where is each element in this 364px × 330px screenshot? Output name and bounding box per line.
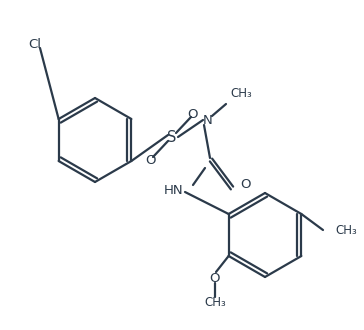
Text: HN: HN (163, 183, 183, 196)
Text: O: O (210, 272, 220, 284)
Text: O: O (240, 179, 250, 191)
Text: O: O (146, 153, 156, 167)
Text: O: O (188, 108, 198, 120)
Text: Cl: Cl (28, 39, 41, 51)
Text: CH₃: CH₃ (335, 223, 357, 237)
Text: CH₃: CH₃ (204, 295, 226, 309)
Text: S: S (167, 129, 177, 145)
Text: N: N (203, 114, 213, 126)
Text: CH₃: CH₃ (230, 87, 252, 100)
